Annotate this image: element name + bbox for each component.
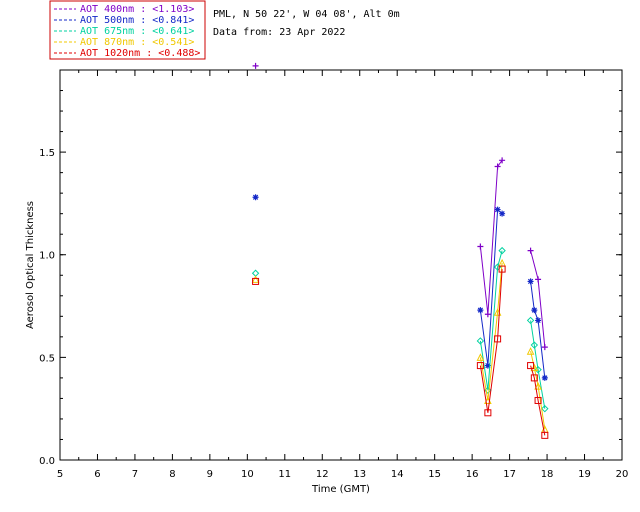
data-point-plus (252, 62, 259, 69)
x-axis-title: Time (GMT) (311, 484, 370, 495)
data-point-triangle (534, 381, 542, 390)
data-point-square (494, 335, 502, 343)
x-tick-label: 20 (616, 469, 629, 480)
x-tick-label: 8 (169, 469, 175, 480)
data-point-asterisk (531, 307, 538, 314)
legend-entry: AOT 500nm : <0.841> (80, 15, 194, 26)
data-point-square (498, 265, 506, 273)
data-point-diamond (476, 337, 485, 345)
data-point-square (530, 374, 538, 382)
legend-entry: AOT 1020nm : <0.488> (80, 48, 200, 59)
x-tick-label: 14 (391, 469, 404, 480)
x-tick-label: 6 (94, 469, 100, 480)
legend-entry: AOT 400nm : <1.103> (80, 4, 194, 15)
legend-entry: AOT 870nm : <0.541> (80, 37, 194, 48)
data-point-diamond (526, 316, 535, 325)
x-tick-label: 16 (466, 469, 479, 480)
data-point-asterisk (541, 374, 548, 381)
series-4 (252, 265, 549, 439)
series-layer (251, 62, 549, 439)
data-point-plus (527, 247, 534, 254)
series-line (530, 281, 546, 378)
data-point-asterisk (477, 307, 484, 314)
y-tick-label: 0.5 (39, 353, 55, 364)
series-0 (252, 62, 548, 351)
x-tick-label: 10 (241, 469, 254, 480)
data-point-square (541, 431, 549, 439)
data-point-triangle (251, 275, 260, 283)
series-3 (251, 258, 549, 433)
legend-box (49, 0, 206, 60)
data-point-square (484, 409, 492, 417)
x-tick-label: 17 (503, 469, 516, 480)
x-tick-label: 15 (428, 469, 441, 480)
series-line (479, 250, 503, 391)
data-point-triangle (530, 363, 539, 372)
site-info-text: PML, N 50 22', W 04 08', Alt 0m (213, 9, 400, 20)
data-point-plus (477, 243, 484, 250)
data-point-asterisk (484, 362, 491, 369)
data-point-diamond (498, 246, 506, 255)
x-tick-label: 12 (316, 469, 329, 480)
y-axis-title: Aerosol Optical Thickness (25, 201, 36, 329)
data-point-plus (499, 157, 506, 164)
x-tick-label: 5 (57, 469, 63, 480)
axes: 5 6 7 8 9 10 11 12 13 14 15 16 17 18 19 20 0.0 0.5 1.0 1.5 (39, 70, 628, 480)
series-line (530, 351, 546, 430)
data-point-plus (535, 276, 542, 283)
data-point-triangle (526, 347, 535, 355)
series-line (530, 365, 546, 436)
legend-entry: AOT 675nm : <0.641> (80, 26, 194, 37)
data-point-diamond (541, 404, 549, 413)
data-point-asterisk (494, 206, 501, 213)
x-tick-label: 9 (207, 469, 213, 480)
data-point-square (252, 277, 260, 285)
data-point-square (534, 396, 542, 404)
y-tick-label: 1.0 (39, 251, 55, 262)
series-line (479, 160, 503, 315)
series-1 (252, 194, 548, 381)
legend: AOT 400nm : <1.103>AOT 500nm : <0.841>AO… (49, 0, 206, 60)
x-tick-label: 13 (353, 469, 366, 480)
series-line (479, 269, 503, 413)
plot-frame (59, 69, 623, 461)
data-point-square (527, 362, 535, 370)
x-tick-label: 18 (541, 469, 554, 480)
data-point-asterisk (499, 210, 506, 217)
data-point-square (476, 362, 484, 370)
series-line (479, 262, 503, 401)
data-point-asterisk (535, 317, 542, 324)
data-point-plus (484, 311, 491, 318)
data-point-plus (494, 163, 501, 170)
x-tick-label: 19 (578, 469, 591, 480)
data-point-diamond (530, 341, 539, 349)
data-point-asterisk (527, 278, 534, 285)
data-point-asterisk (252, 194, 259, 201)
data-point-plus (541, 344, 548, 351)
x-tick-label: 7 (132, 469, 138, 480)
date-info-text: Data from: 23 Apr 2022 (213, 27, 345, 38)
y-tick-label: 1.5 (39, 148, 55, 159)
y-tick-label: 0.0 (39, 456, 55, 467)
data-point-triangle (476, 353, 485, 361)
x-tick-label: 11 (278, 469, 291, 480)
